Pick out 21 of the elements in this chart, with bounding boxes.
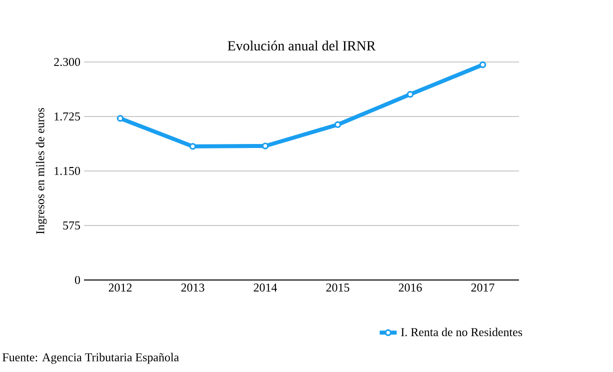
x-tick-label: 2014 xyxy=(254,284,278,292)
y-tick-label: 575 xyxy=(63,222,80,230)
point xyxy=(479,61,486,68)
y-tick-label: 1.725 xyxy=(54,112,80,121)
x-tick-label: 2017 xyxy=(471,284,494,292)
point xyxy=(406,90,414,98)
point xyxy=(262,142,269,150)
x-tick-label: 2015 xyxy=(326,284,350,292)
point xyxy=(334,121,342,128)
legend-label: I. Renta de no Residentes xyxy=(401,328,522,336)
point xyxy=(189,142,196,150)
point xyxy=(116,115,124,122)
x-tick-label: 2012 xyxy=(108,284,132,292)
x-tick-label: 2013 xyxy=(181,284,204,292)
x-tick-label: 2016 xyxy=(398,284,422,292)
source-note: Fuente: Agencia Tributaria Española xyxy=(2,352,179,364)
chart-title: Evolución anual del IRNR xyxy=(228,40,376,51)
y-tick-label: 2.300 xyxy=(54,58,80,66)
y-tick-label: 1.150 xyxy=(54,166,80,176)
y-tick-label: 0 xyxy=(74,276,80,284)
y-axis-title: Ingresos en miles de euros xyxy=(36,108,47,234)
